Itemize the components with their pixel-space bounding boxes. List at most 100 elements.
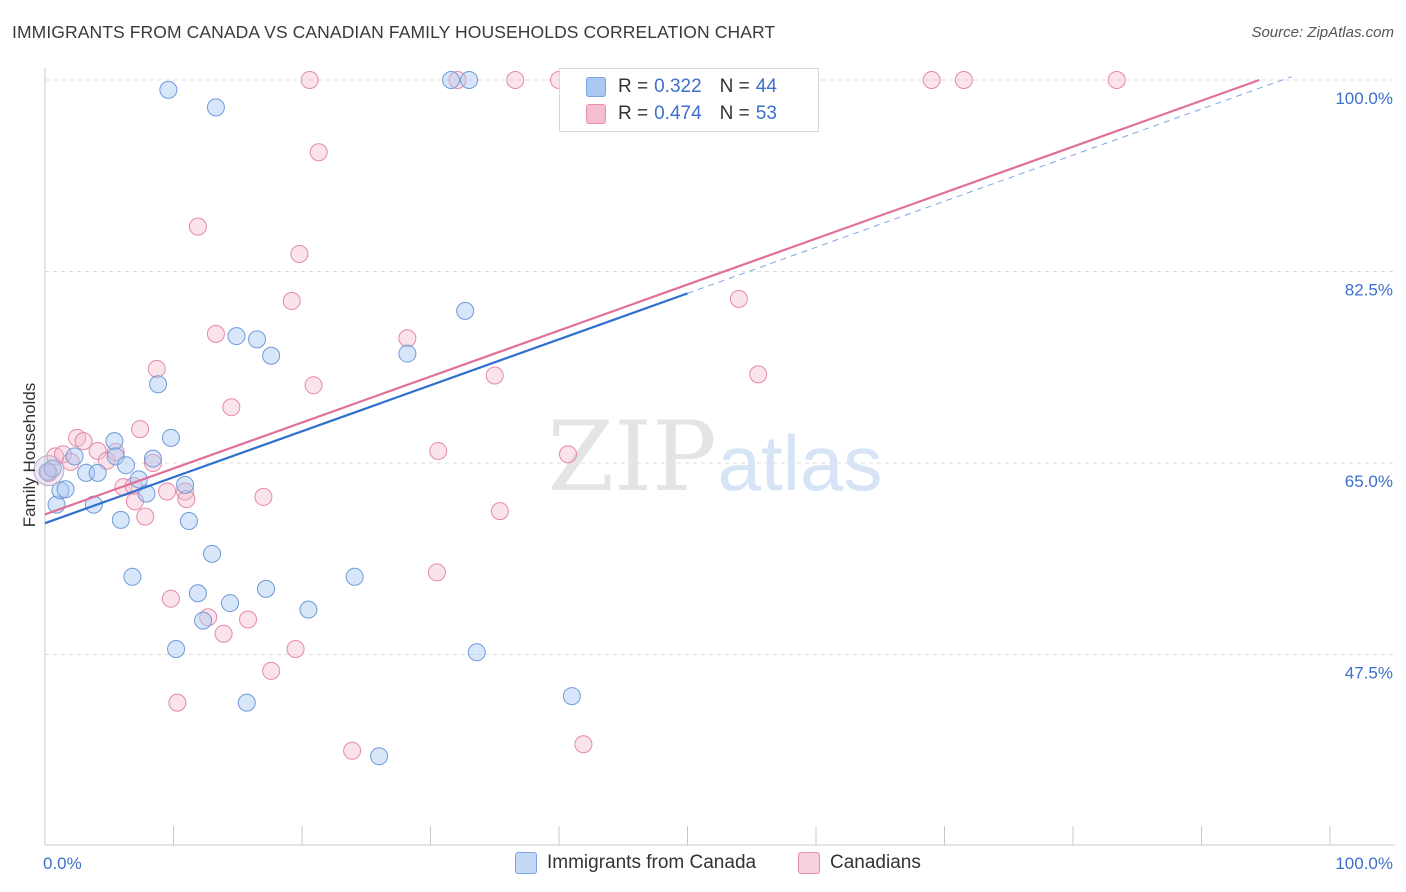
canadians-point bbox=[304, 376, 323, 395]
immigrants-points bbox=[33, 71, 703, 766]
immigrants-point bbox=[56, 480, 75, 499]
canadians-point bbox=[136, 507, 155, 526]
immigrants-point bbox=[167, 640, 186, 659]
immigrants-point bbox=[194, 611, 213, 630]
immigrants-point bbox=[105, 432, 124, 451]
canadians-point bbox=[188, 217, 207, 236]
canadians-point bbox=[161, 589, 180, 608]
canadians-point bbox=[398, 329, 417, 348]
y-tick-label: 65.0% bbox=[1345, 472, 1393, 491]
immigrants-point bbox=[442, 71, 461, 89]
immigrants-point bbox=[38, 462, 57, 481]
canadians-points bbox=[39, 71, 1126, 760]
canadians-point bbox=[53, 445, 72, 464]
y-tick-label: 47.5% bbox=[1345, 664, 1393, 683]
immigrants-point bbox=[123, 567, 142, 586]
immigrants-trend-extension bbox=[687, 76, 1292, 294]
canadians-point bbox=[168, 693, 187, 712]
r-label: R = bbox=[618, 76, 649, 97]
watermark-atlas: atlas bbox=[718, 419, 883, 507]
chart-title: IMMIGRANTS FROM CANADA VS CANADIAN FAMIL… bbox=[12, 22, 776, 42]
canadians-point bbox=[429, 441, 448, 460]
legend-item-immigrants[interactable]: Immigrants from Canada bbox=[515, 852, 756, 874]
canadians-point bbox=[749, 365, 768, 384]
immigrants-point bbox=[179, 511, 198, 530]
immigrants-point bbox=[129, 470, 148, 489]
legend-swatch-pink bbox=[798, 852, 820, 874]
source-label: Source: ZipAtlas.com bbox=[1251, 24, 1394, 41]
immigrants-point bbox=[467, 643, 486, 662]
canadians-point bbox=[506, 71, 525, 89]
canadians-point bbox=[1107, 71, 1126, 89]
immigrants-point bbox=[51, 481, 70, 500]
canadians-point bbox=[729, 289, 748, 308]
n-value: 44 bbox=[755, 76, 777, 97]
canadians-point bbox=[147, 359, 166, 378]
immigrants-point bbox=[143, 449, 162, 468]
immigrants-point bbox=[111, 510, 130, 529]
immigrants-point bbox=[262, 346, 281, 365]
canadians-trend-line bbox=[44, 78, 1260, 516]
grid-lines bbox=[45, 79, 1395, 655]
legend-item-canadians[interactable]: Canadians bbox=[798, 852, 921, 874]
x-tick-label: 100.0% bbox=[1335, 854, 1393, 873]
immigrants-point bbox=[248, 330, 267, 349]
canadians-point bbox=[574, 735, 593, 754]
canadians-point bbox=[143, 454, 162, 472]
canadians-point bbox=[158, 482, 177, 501]
canadians-point bbox=[131, 420, 150, 439]
y-tick-label: 82.5% bbox=[1345, 281, 1393, 300]
canadians-point bbox=[254, 487, 273, 506]
legend-row-canadians: R = 0.474 N = 53 bbox=[586, 101, 777, 127]
n-value: 53 bbox=[755, 103, 777, 124]
canadians-point bbox=[954, 71, 973, 89]
immigrants-point bbox=[257, 579, 276, 598]
immigrants-trend-line bbox=[44, 292, 688, 525]
canadians-point bbox=[343, 741, 362, 760]
canadians-point bbox=[286, 640, 305, 659]
immigrants-point bbox=[460, 71, 479, 89]
canadians-point bbox=[177, 490, 196, 509]
immigrants-point bbox=[562, 687, 581, 706]
legend-row-immigrants: R = 0.322 N = 44 bbox=[586, 74, 777, 100]
r-value: 0.322 bbox=[654, 76, 702, 97]
y-tick-label: 100.0% bbox=[1335, 89, 1393, 108]
immigrants-point bbox=[398, 344, 417, 363]
canadians-point bbox=[88, 441, 107, 460]
immigrants-point bbox=[203, 544, 222, 563]
immigrants-point bbox=[456, 301, 475, 320]
n-label: N = bbox=[719, 103, 750, 124]
immigrants-point bbox=[345, 567, 364, 586]
canadians-point bbox=[74, 432, 93, 451]
canadians-point bbox=[214, 624, 233, 643]
legend-swatch-blue bbox=[586, 77, 606, 97]
immigrants-point bbox=[176, 475, 195, 494]
r-label: R = bbox=[618, 103, 649, 124]
immigrants-point bbox=[206, 98, 225, 117]
immigrants-point bbox=[116, 456, 135, 475]
canadians-point bbox=[239, 610, 258, 629]
immigrants-point bbox=[88, 463, 107, 482]
immigrants-point bbox=[227, 327, 246, 346]
immigrants-point bbox=[65, 447, 84, 466]
immigrants-point bbox=[159, 80, 178, 99]
r-value: 0.474 bbox=[654, 103, 702, 124]
immigrants-point bbox=[370, 747, 389, 766]
n-label: N = bbox=[719, 76, 750, 97]
canadians-point bbox=[282, 292, 301, 311]
canadians-point bbox=[176, 482, 195, 501]
trend-lines bbox=[44, 76, 1292, 525]
watermark: ZIP atlas bbox=[547, 401, 882, 513]
immigrants-point bbox=[299, 600, 318, 619]
legend-label: Canadians bbox=[830, 852, 921, 873]
immigrants-point bbox=[43, 459, 62, 478]
legend-label: Immigrants from Canada bbox=[547, 852, 757, 873]
legend-swatch-pink bbox=[586, 104, 606, 124]
immigrants-point bbox=[237, 693, 256, 712]
x-tick-label: 0.0% bbox=[43, 854, 82, 873]
immigrants-point bbox=[221, 594, 240, 613]
canadians-point bbox=[485, 366, 504, 385]
canadians-point bbox=[490, 502, 509, 521]
legend-swatch-blue bbox=[515, 852, 537, 874]
